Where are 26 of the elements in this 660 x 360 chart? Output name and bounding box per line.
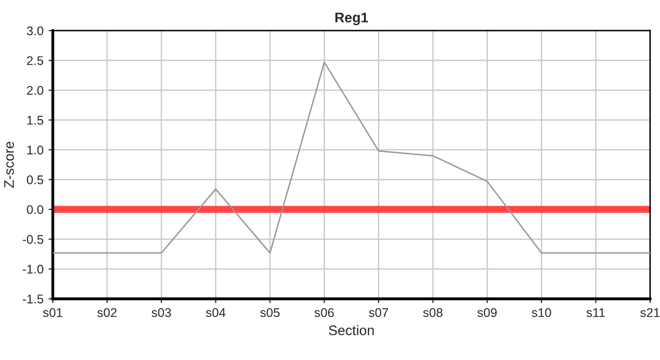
x-tick-label: s05 xyxy=(260,308,280,318)
x-tick-label: s08 xyxy=(423,308,442,318)
x-tick-label: s09 xyxy=(477,308,497,318)
y-tick-label: 1.0 xyxy=(27,146,44,154)
y-tick-label: 2.0 xyxy=(27,86,44,95)
y-tick-label: 2.5 xyxy=(27,56,44,66)
y-axis-title: Z-score xyxy=(4,142,14,188)
x-tick-label: s04 xyxy=(206,308,226,318)
y-tick-label: 0.0 xyxy=(26,205,44,214)
x-tick-label: s02 xyxy=(97,308,117,318)
y-tick-label: -1.0 xyxy=(22,264,44,274)
x-axis-title: Section xyxy=(328,325,374,336)
x-tick-label: s03 xyxy=(152,308,171,318)
y-tick-label: 1.5 xyxy=(27,116,44,125)
x-tick-label: s06 xyxy=(314,308,334,318)
y-tick-label: 3.0 xyxy=(26,26,44,36)
y-tick-label: -1.5 xyxy=(22,294,44,304)
line-series xyxy=(52,61,650,254)
chart-title: Reg1 xyxy=(335,12,368,26)
y-tick-label: -0.5 xyxy=(22,235,44,244)
x-tick-label: s07 xyxy=(368,308,388,318)
x-tick-label: s21 xyxy=(640,308,660,318)
x-tick-label: s01 xyxy=(43,308,62,318)
x-tick-label: s11 xyxy=(586,308,605,318)
x-tick-label: s10 xyxy=(532,308,552,318)
y-tick-label: 0.5 xyxy=(26,175,44,184)
